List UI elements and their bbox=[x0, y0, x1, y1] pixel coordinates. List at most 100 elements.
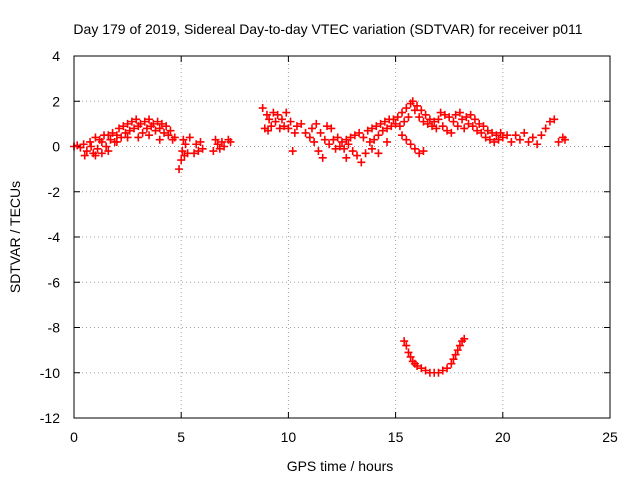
data-point bbox=[376, 119, 385, 128]
data-point bbox=[419, 117, 428, 126]
data-point bbox=[280, 122, 289, 131]
data-point bbox=[316, 128, 325, 137]
data-point bbox=[477, 128, 486, 137]
data-point bbox=[413, 361, 422, 370]
data-point bbox=[220, 142, 229, 151]
data-point bbox=[483, 126, 492, 135]
data-point bbox=[123, 133, 132, 142]
data-point bbox=[142, 124, 151, 133]
data-point bbox=[292, 122, 301, 131]
data-point bbox=[264, 126, 273, 135]
data-point bbox=[140, 117, 149, 126]
y-axis-label: SDTVAR / TECUs bbox=[7, 181, 23, 293]
data-point bbox=[348, 147, 357, 156]
data-point bbox=[425, 115, 434, 124]
data-point bbox=[541, 124, 550, 133]
data-point bbox=[164, 131, 173, 140]
chart-title: Day 179 of 2019, Sidereal Day-to-day VTE… bbox=[73, 21, 582, 37]
y-tick-label: -12 bbox=[40, 410, 60, 426]
data-point bbox=[445, 113, 454, 122]
y-tick-label: -4 bbox=[48, 229, 61, 245]
data-point bbox=[520, 128, 529, 137]
data-point bbox=[488, 128, 497, 137]
data-point bbox=[492, 131, 501, 140]
data-point bbox=[286, 117, 295, 126]
data-point bbox=[87, 142, 96, 151]
data-point bbox=[282, 108, 291, 117]
data-point bbox=[91, 133, 100, 142]
data-point bbox=[190, 149, 199, 158]
data-point bbox=[554, 137, 563, 146]
data-point bbox=[363, 126, 372, 135]
data-point bbox=[468, 122, 477, 131]
data-point bbox=[460, 124, 469, 133]
data-point bbox=[378, 126, 387, 135]
data-point bbox=[443, 126, 452, 135]
data-point bbox=[494, 135, 503, 144]
data-point bbox=[82, 147, 91, 156]
data-point bbox=[511, 131, 520, 140]
data-point bbox=[297, 119, 306, 128]
data-point bbox=[503, 131, 512, 140]
data-point bbox=[342, 135, 351, 144]
data-point bbox=[537, 131, 546, 140]
data-point bbox=[438, 122, 447, 131]
data-point bbox=[460, 334, 469, 343]
data-point bbox=[134, 133, 143, 142]
data-point bbox=[391, 119, 400, 128]
data-point bbox=[155, 135, 164, 144]
data-point bbox=[447, 359, 456, 368]
data-point bbox=[560, 135, 569, 144]
data-point bbox=[432, 124, 441, 133]
data-point bbox=[413, 101, 422, 110]
data-point bbox=[464, 119, 473, 128]
data-point bbox=[217, 137, 226, 146]
data-point bbox=[421, 366, 430, 375]
data-point bbox=[97, 149, 106, 158]
data-point bbox=[112, 131, 121, 140]
data-point bbox=[104, 147, 113, 156]
y-tick-label: -2 bbox=[48, 184, 61, 200]
data-point bbox=[307, 124, 316, 133]
data-point bbox=[177, 156, 186, 165]
data-point bbox=[346, 133, 355, 142]
data-point bbox=[138, 128, 147, 137]
x-tick-label: 10 bbox=[281, 429, 297, 445]
data-point bbox=[213, 140, 222, 149]
data-point bbox=[458, 115, 467, 124]
data-point bbox=[178, 147, 187, 156]
data-point bbox=[301, 128, 310, 137]
data-point bbox=[387, 122, 396, 131]
data-point bbox=[275, 124, 284, 133]
data-point bbox=[507, 137, 516, 146]
data-point bbox=[404, 113, 413, 122]
data-point bbox=[108, 128, 117, 137]
data-point bbox=[157, 119, 166, 128]
x-tick-label: 20 bbox=[495, 429, 511, 445]
data-point bbox=[153, 117, 162, 126]
data-point bbox=[93, 144, 102, 153]
data-point bbox=[310, 137, 319, 146]
data-point bbox=[361, 149, 370, 158]
data-point bbox=[438, 366, 447, 375]
data-point bbox=[496, 128, 505, 137]
data-point bbox=[443, 364, 452, 373]
data-point bbox=[331, 144, 340, 153]
plot-frame bbox=[73, 55, 611, 419]
data-point bbox=[121, 128, 130, 137]
data-point bbox=[181, 140, 190, 149]
y-tick-label: 4 bbox=[52, 48, 60, 64]
data-point bbox=[329, 135, 338, 144]
data-point bbox=[145, 131, 154, 140]
data-point bbox=[498, 133, 507, 142]
data-point bbox=[374, 131, 383, 140]
data-point bbox=[357, 158, 366, 167]
data-point bbox=[395, 122, 404, 131]
data-point bbox=[365, 137, 374, 146]
data-point bbox=[370, 135, 379, 144]
data-point bbox=[449, 117, 458, 126]
data-point bbox=[453, 122, 462, 131]
data-point bbox=[380, 117, 389, 126]
y-tick-label: 0 bbox=[52, 139, 60, 155]
